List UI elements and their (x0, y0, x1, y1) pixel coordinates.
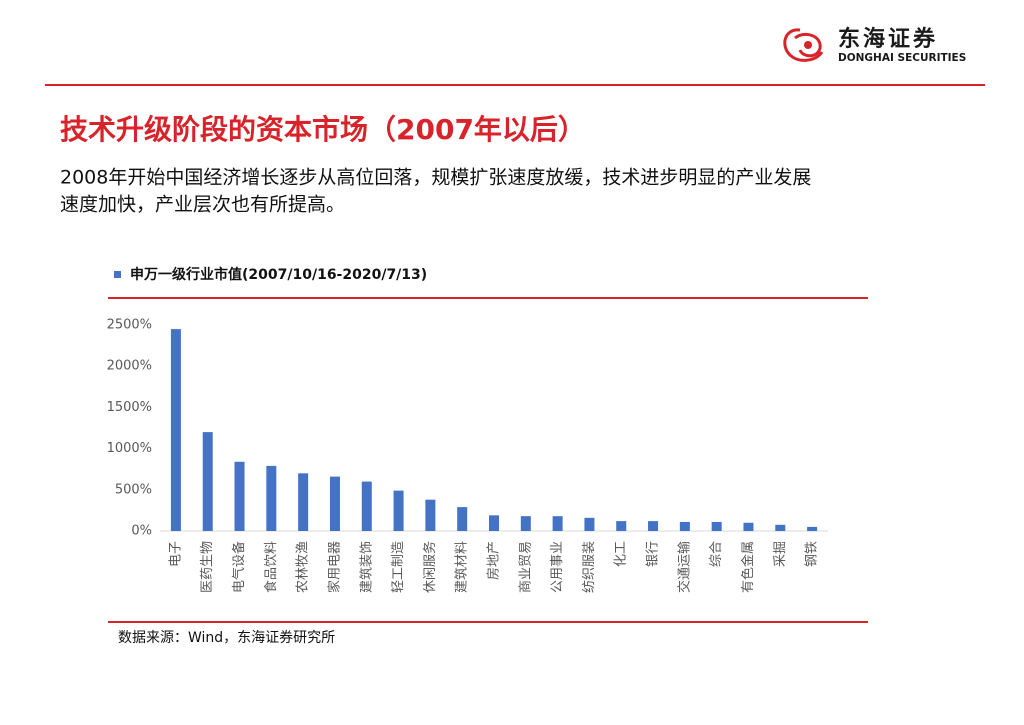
x-tick-label: 纺织服装 (582, 541, 597, 593)
x-tick-label: 电气设备 (231, 541, 247, 593)
x-tick-label: 采掘 (773, 541, 788, 567)
y-tick-label: 1000% (107, 441, 152, 456)
x-tick-label: 家用电器 (326, 541, 342, 593)
bar (711, 521, 722, 531)
logo-en: DONGHAI SECURITIES (838, 52, 966, 64)
bar (648, 521, 659, 531)
y-tick-label: 2500% (107, 318, 152, 333)
y-tick-label: 1500% (107, 400, 152, 415)
bar (202, 432, 213, 531)
x-tick-label: 化工 (614, 541, 629, 567)
body-line: 2008年开始中国经济增长逐步从高位回落，规模扩张速度放缓，技术进步明显的产业发… (60, 167, 811, 189)
bar (425, 499, 436, 531)
bar (266, 465, 277, 531)
y-tick-label: 2000% (107, 359, 152, 374)
legend-label: 申万一级行业市值(2007/10/16-2020/7/13) (130, 266, 427, 283)
bar (552, 516, 563, 531)
legend-swatch (114, 271, 121, 278)
bar (775, 524, 786, 531)
x-tick-label: 公用事业 (550, 541, 565, 593)
y-tick-label: 0% (131, 524, 152, 539)
x-tick-label: 轻工制造 (391, 541, 406, 593)
logo-mark (783, 28, 824, 62)
x-tick-label: 食品饮料 (263, 541, 279, 593)
x-tick-label: 钢铁 (805, 541, 820, 567)
x-tick-label: 电子 (168, 541, 183, 567)
bar (616, 521, 627, 531)
x-tick-label: 有色金属 (740, 541, 756, 593)
x-tick-label: 建筑装饰 (358, 541, 374, 593)
x-tick-label: 综合 (709, 541, 724, 567)
x-tick-label: 农林牧渔 (296, 541, 311, 593)
x-tick-label: 医药生物 (200, 541, 215, 593)
source-note: 数据来源：Wind，东海证券研究所 (118, 630, 335, 646)
slide-title: 技术升级阶段的资本市场（2007年以后） (60, 113, 586, 146)
bar (298, 473, 309, 531)
bar (679, 521, 690, 531)
bar (743, 522, 754, 531)
body-line: 速度加快，产业层次也有所提高。 (60, 194, 345, 216)
logo-swirl (794, 32, 822, 58)
bar (489, 515, 499, 531)
bar (170, 329, 181, 531)
logo-dot (804, 41, 812, 49)
bar (361, 481, 372, 531)
y-tick-label: 500% (115, 482, 152, 497)
bar (584, 517, 595, 531)
logo-swirl (783, 28, 824, 62)
logo-cn: 东海证券 (838, 26, 938, 52)
bar (807, 526, 818, 531)
x-tick-label: 银行 (646, 541, 661, 567)
x-tick-label: 商业贸易 (518, 541, 533, 593)
bar (520, 516, 531, 531)
bar (457, 507, 468, 531)
x-tick-label: 交通运输 (676, 541, 692, 593)
bar (234, 461, 245, 531)
bar (393, 490, 404, 531)
bar (329, 476, 340, 531)
x-tick-label: 房地产 (486, 541, 502, 580)
x-tick-label: 休闲服务 (422, 541, 438, 593)
x-tick-label: 建筑材料 (454, 541, 470, 593)
